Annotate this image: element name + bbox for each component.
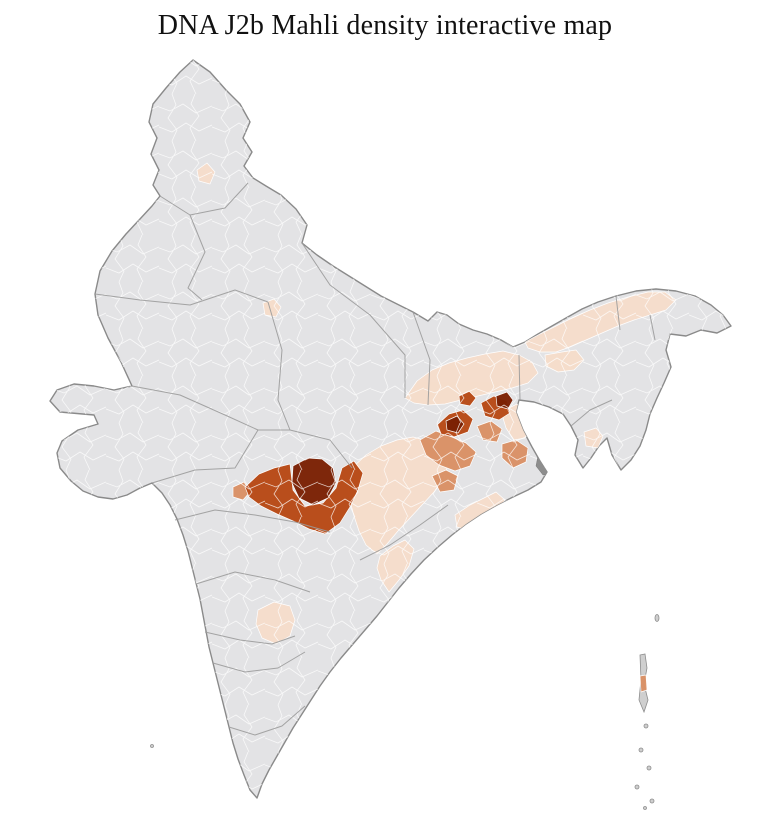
andaman-islands[interactable] (150, 614, 660, 810)
island[interactable] (649, 798, 655, 804)
island[interactable] (646, 765, 652, 771)
island[interactable] (150, 744, 154, 748)
island[interactable] (634, 784, 640, 790)
district-grid (50, 60, 731, 798)
island-density-segment[interactable] (639, 674, 648, 693)
island[interactable] (643, 806, 647, 810)
island[interactable] (654, 614, 660, 622)
island[interactable] (643, 723, 649, 729)
island[interactable] (638, 747, 644, 753)
state-borders (94, 182, 656, 736)
map-title: DNA J2b Mahli density interactive map (157, 10, 613, 41)
